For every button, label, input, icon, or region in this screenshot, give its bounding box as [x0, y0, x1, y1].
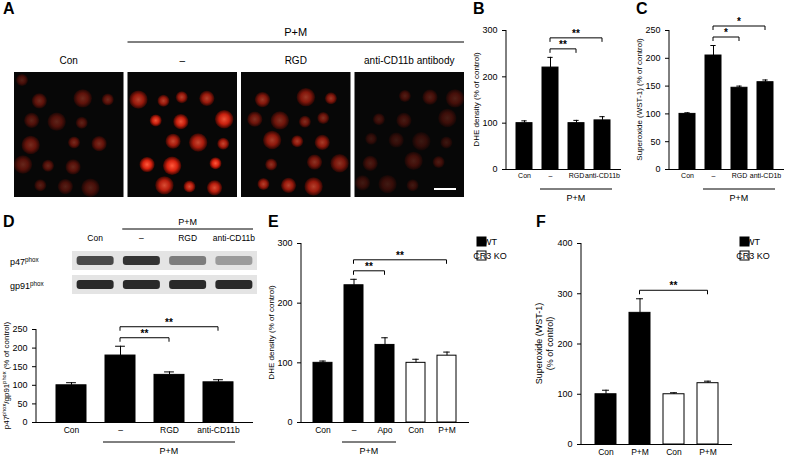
svg-text:100: 100	[645, 109, 660, 119]
svg-text:–: –	[139, 233, 144, 243]
svg-text:anti-CD11b antibody: anti-CD11b antibody	[364, 55, 454, 66]
svg-text:300: 300	[482, 25, 497, 35]
svg-text:DHE density (% of control): DHE density (% of control)	[472, 52, 481, 147]
svg-text:anti-CD11b: anti-CD11b	[197, 425, 240, 435]
svg-text:–: –	[118, 425, 123, 435]
svg-text:0: 0	[567, 439, 572, 449]
svg-text:**: **	[572, 28, 580, 39]
svg-text:(% of control): (% of control)	[545, 317, 555, 371]
svg-text:**: **	[365, 261, 373, 272]
svg-text:P+M: P+M	[360, 446, 379, 456]
svg-text:–: –	[179, 55, 185, 66]
svg-text:P+M: P+M	[160, 446, 179, 456]
svg-text:Superoxide (WST-1): Superoxide (WST-1)	[534, 303, 544, 385]
svg-text:Con: Con	[87, 233, 103, 243]
svg-text:100: 100	[557, 389, 572, 399]
svg-text:CR3 KO: CR3 KO	[736, 251, 770, 261]
svg-text:p47phox/gp91phox (% of control: p47phox/gp91phox (% of control)	[1, 321, 11, 429]
svg-text:P+M: P+M	[699, 447, 717, 457]
svg-text:–: –	[549, 172, 553, 179]
svg-text:*: *	[724, 27, 728, 38]
svg-text:WT: WT	[746, 237, 760, 247]
svg-text:50: 50	[17, 399, 27, 409]
svg-text:Con: Con	[60, 55, 78, 66]
svg-text:*: *	[737, 16, 741, 27]
svg-text:Con: Con	[666, 447, 682, 457]
svg-text:Con: Con	[64, 425, 80, 435]
svg-text:RGD: RGD	[160, 425, 179, 435]
svg-text:anti-CD1b: anti-CD1b	[750, 172, 782, 179]
svg-text:P+M: P+M	[284, 26, 307, 38]
svg-text:100: 100	[277, 358, 292, 368]
svg-text:P+M: P+M	[730, 193, 749, 203]
svg-text:Con: Con	[598, 447, 614, 457]
svg-text:P+M: P+M	[631, 447, 649, 457]
svg-text:Con: Con	[518, 172, 531, 179]
svg-text:200: 200	[277, 298, 292, 308]
svg-text:300: 300	[557, 289, 572, 299]
svg-text:300: 300	[277, 238, 292, 248]
svg-text:**: **	[559, 39, 567, 50]
svg-text:P+M: P+M	[567, 193, 586, 203]
svg-text:250: 250	[645, 25, 660, 35]
svg-text:RGD: RGD	[569, 172, 585, 179]
svg-text:100: 100	[12, 380, 27, 390]
svg-text:Con: Con	[315, 425, 331, 435]
svg-text:Superoxide (WST-1) (% of contr: Superoxide (WST-1) (% of control)	[635, 38, 644, 161]
svg-text:DHE density (% of control): DHE density (% of control)	[267, 285, 276, 380]
svg-text:150: 150	[645, 81, 660, 91]
svg-text:**: **	[670, 280, 678, 291]
html-text:B: B	[473, 0, 485, 17]
html-text:E: E	[268, 213, 279, 230]
svg-text:0: 0	[492, 164, 497, 174]
html-text:A: A	[3, 0, 15, 17]
svg-text:Con: Con	[681, 172, 694, 179]
svg-text:gp91phox: gp91phox	[10, 280, 45, 292]
svg-text:400: 400	[557, 238, 572, 248]
svg-text:RGD: RGD	[285, 55, 307, 66]
html-text:F: F	[536, 213, 546, 230]
svg-text:**: **	[396, 250, 404, 261]
svg-text:0: 0	[287, 417, 292, 427]
svg-text:–: –	[712, 172, 716, 179]
html-text:D: D	[3, 213, 15, 230]
svg-text:P+M: P+M	[178, 217, 197, 227]
svg-text:–: –	[352, 425, 357, 435]
html-text:C: C	[636, 0, 648, 17]
svg-text:p47phox: p47phox	[10, 256, 40, 268]
svg-text:P+M: P+M	[438, 425, 456, 435]
svg-text:200: 200	[12, 343, 27, 353]
svg-text:RGD: RGD	[178, 233, 197, 243]
svg-text:0: 0	[655, 164, 660, 174]
svg-text:0: 0	[22, 417, 27, 427]
svg-text:200: 200	[482, 72, 497, 82]
svg-text:anti-CD11b: anti-CD11b	[585, 172, 620, 179]
svg-text:200: 200	[645, 53, 660, 63]
svg-text:WT: WT	[483, 237, 497, 247]
svg-text:anti-CD11b: anti-CD11b	[213, 233, 256, 243]
svg-text:RGD: RGD	[732, 172, 748, 179]
svg-text:Con: Con	[408, 425, 424, 435]
svg-text:150: 150	[12, 362, 27, 372]
svg-text:Apo: Apo	[377, 425, 392, 435]
svg-text:200: 200	[557, 339, 572, 349]
svg-text:**: **	[165, 317, 173, 328]
svg-text:50: 50	[650, 137, 660, 147]
svg-text:250: 250	[12, 324, 27, 334]
svg-text:**: **	[141, 328, 149, 339]
svg-text:CR3 KO: CR3 KO	[473, 251, 507, 261]
svg-text:100: 100	[482, 118, 497, 128]
